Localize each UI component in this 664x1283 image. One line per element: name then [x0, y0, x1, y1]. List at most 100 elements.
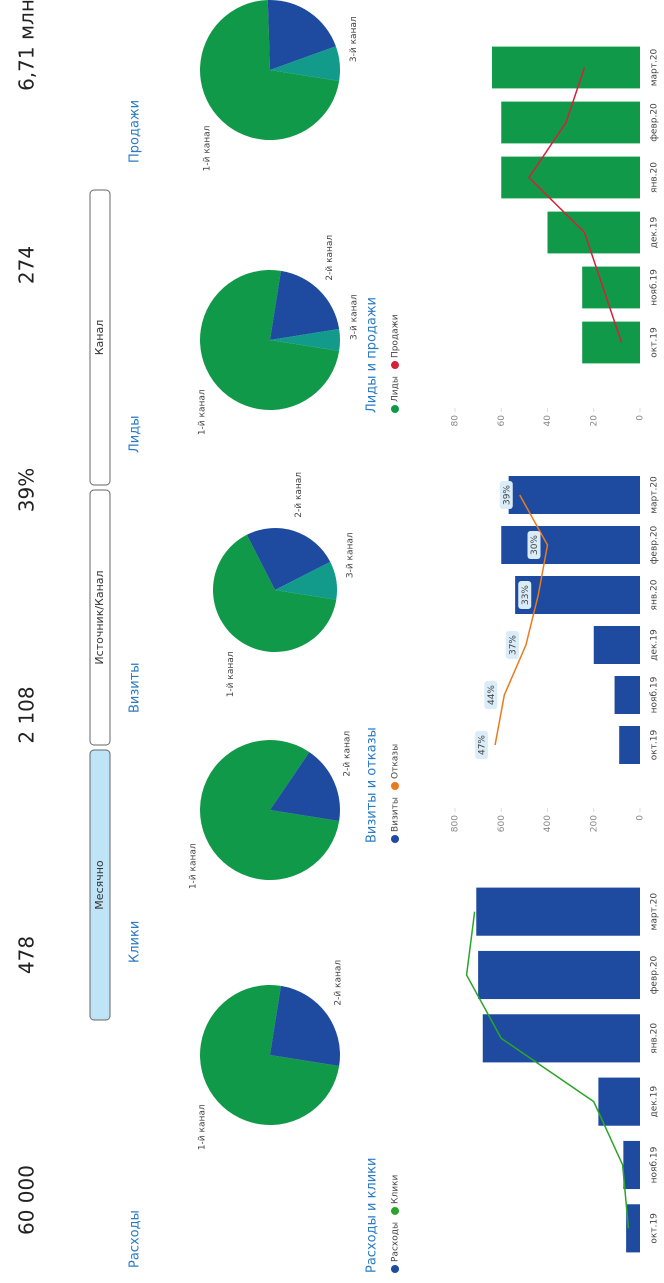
filter-button-label[interactable]: Источник/Канал	[93, 570, 106, 664]
kpi-value: 6,71 млн	[15, 0, 39, 91]
y-tick-label: 80	[451, 415, 461, 427]
data-label-box	[518, 581, 532, 609]
bar	[614, 676, 640, 714]
chart-title: Лиды и продажи	[365, 297, 380, 413]
legend-dot	[391, 405, 399, 413]
bar	[515, 576, 640, 614]
filter-button-label[interactable]: Месячно	[93, 860, 106, 910]
pie-slice	[200, 739, 340, 880]
data-label: 47%	[478, 735, 488, 755]
section-title: Визиты	[128, 662, 143, 713]
pie-label: 1-й канал	[202, 126, 212, 172]
pie-label: 2-й канал	[313, 0, 323, 1]
bar	[598, 1077, 640, 1126]
bar	[508, 476, 640, 514]
data-label-box	[527, 531, 541, 559]
pie-label: 2-й канал	[333, 960, 343, 1006]
y-tick-label: 800	[451, 815, 461, 832]
data-label: 39%	[502, 485, 512, 505]
x-tick-label: дек.19	[650, 629, 660, 661]
x-tick-label: окт.19	[650, 327, 660, 358]
y-tick-label: 40	[543, 415, 553, 427]
x-tick-label: февр.20	[650, 103, 660, 142]
pie-label: 1-й канал	[188, 843, 198, 889]
data-label-box	[499, 481, 513, 509]
legend-dot	[391, 361, 399, 370]
pie-slice	[246, 528, 331, 590]
x-tick-label: нояб.19	[650, 1146, 660, 1183]
bar	[482, 1014, 640, 1063]
x-tick-label: янв.20	[650, 579, 660, 610]
bar	[492, 46, 640, 89]
data-label: 30%	[530, 535, 540, 555]
pie-slice	[270, 752, 340, 821]
y-tick-label: 400	[543, 815, 553, 832]
data-label-box	[484, 681, 498, 709]
x-tick-label: март.20	[650, 893, 660, 931]
bar	[582, 266, 640, 309]
legend-label: Лиды	[391, 376, 401, 402]
filter-button-label[interactable]: Канал	[93, 320, 106, 356]
y-tick-label: 20	[589, 415, 599, 427]
y-tick-label: 200	[589, 815, 599, 832]
pie-slice	[270, 329, 340, 351]
x-tick-label: нояб.19	[650, 269, 660, 306]
x-tick-label: март.20	[650, 476, 660, 514]
pie-slice	[200, 270, 340, 410]
x-tick-label: март.20	[650, 48, 660, 86]
chart-title: Расходы и клики	[365, 1158, 380, 1273]
pie-label: 1-й канал	[198, 1104, 208, 1150]
pie-slice	[270, 985, 340, 1066]
bar	[501, 101, 640, 144]
pie-slice	[270, 46, 340, 81]
legend-dot	[391, 1265, 399, 1273]
pie-slice	[213, 534, 337, 652]
bar	[619, 726, 640, 764]
x-tick-label: янв.20	[650, 162, 660, 193]
kpi-value: 274	[15, 246, 39, 284]
legend-dot	[391, 781, 399, 790]
bar	[626, 1204, 640, 1253]
x-tick-label: окт.19	[650, 1213, 660, 1244]
pie-label: 2-й канал	[325, 235, 335, 281]
pie-slice	[200, 0, 340, 140]
bar	[623, 1140, 640, 1190]
pie-slice	[200, 985, 340, 1125]
y-tick-label: 600	[497, 815, 507, 832]
bar	[501, 156, 640, 199]
bar	[582, 321, 640, 364]
line-series	[465, 911, 630, 1229]
pie-label: 1-й канал	[198, 389, 208, 435]
section-title: Продажи	[128, 100, 143, 163]
kpi-value: 478	[15, 936, 39, 974]
y-tick-label: 0	[636, 415, 646, 421]
x-tick-label: февр.20	[650, 955, 660, 994]
bar	[593, 626, 640, 664]
chart-title: Визиты и отказы	[365, 727, 380, 843]
legend-dot	[391, 835, 399, 843]
x-tick-label: дек.19	[650, 216, 660, 248]
filter-button[interactable]	[89, 489, 111, 746]
kpi-value: 60 000	[15, 1165, 39, 1235]
bar	[501, 526, 640, 564]
kpi-value: 2 108	[15, 686, 39, 743]
y-tick-label: 0	[636, 815, 646, 821]
filter-button[interactable]	[89, 749, 111, 1021]
legend-label: Клики	[391, 1175, 401, 1204]
data-label: 44%	[487, 685, 497, 705]
y-tick-label: 60	[497, 415, 507, 427]
x-tick-label: нояб.19	[650, 676, 660, 713]
bar	[478, 950, 640, 1000]
pie-slice	[270, 270, 340, 340]
pie-slice	[275, 561, 337, 600]
pie-label: 3-й канал	[346, 532, 356, 578]
pie-label: 3-й канал	[350, 294, 360, 340]
line-series	[528, 67, 623, 343]
bar	[476, 887, 640, 936]
data-label-box	[475, 731, 489, 759]
filter-button[interactable]	[89, 189, 111, 486]
section-title: Клики	[128, 921, 143, 963]
kpi-value: 39%	[15, 468, 39, 512]
